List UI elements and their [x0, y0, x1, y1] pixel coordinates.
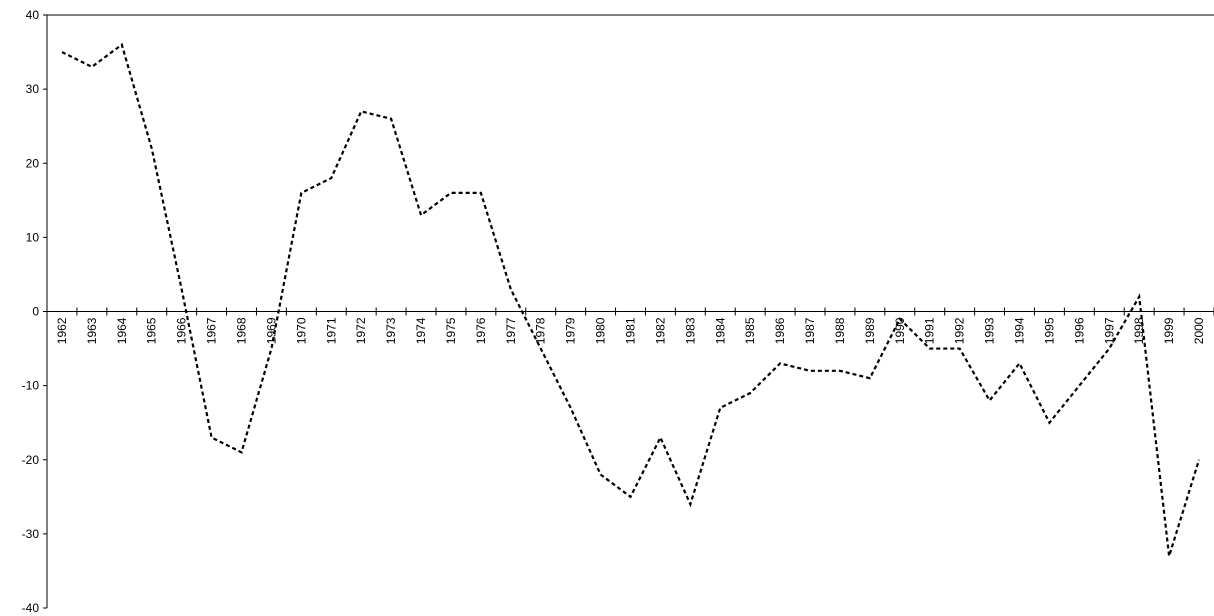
x-tick-label: 1983 [683, 317, 697, 344]
y-tick-label: -30 [22, 527, 40, 541]
x-tick-label: 1970 [294, 317, 308, 344]
x-tick-label: 1974 [414, 317, 428, 344]
x-tick-label: 1964 [115, 317, 129, 344]
data-line [61, 42, 1201, 557]
x-tick-label: 1979 [564, 317, 578, 344]
x-tick-label: 1972 [354, 317, 368, 344]
x-tick-label: 2000 [1192, 317, 1206, 344]
y-tick-label: -40 [22, 601, 40, 615]
x-tick-label: 1985 [743, 317, 757, 344]
x-tick-label: 1986 [773, 317, 787, 344]
x-tick-label: 1978 [534, 317, 548, 344]
x-tick-label: 1991 [923, 317, 937, 344]
x-tick-label: 1988 [833, 317, 847, 344]
x-tick-label: 1999 [1162, 317, 1176, 344]
y-tick-label: 40 [26, 8, 40, 22]
x-tick-label: 1965 [145, 317, 159, 344]
x-tick-label: 1973 [384, 317, 398, 344]
x-tick-label: 1996 [1072, 317, 1086, 344]
y-tick-label: 10 [26, 230, 40, 244]
y-tick-label: -10 [22, 379, 40, 393]
x-tick-label: 1982 [653, 317, 667, 344]
x-tick-label: 1971 [324, 317, 338, 344]
x-tick-label: 1994 [1013, 317, 1027, 344]
x-tick-label: 1977 [504, 317, 518, 344]
x-tick-label: 1966 [175, 317, 189, 344]
x-tick-label: 1969 [264, 317, 278, 344]
x-tick-label: 1968 [235, 317, 249, 344]
x-tick-label: 1963 [85, 317, 99, 344]
x-tick-label: 1992 [953, 317, 967, 344]
y-tick-label: 30 [26, 82, 40, 96]
x-tick-label: 1976 [474, 317, 488, 344]
x-tick-label: 1993 [983, 317, 997, 344]
y-tick-label: 20 [26, 156, 40, 170]
x-tick-label: 1995 [1042, 317, 1056, 344]
x-tick-label: 1989 [863, 317, 877, 344]
x-tick-label: 1997 [1102, 317, 1116, 344]
y-tick-label: -20 [22, 453, 40, 467]
x-tick-label: 1962 [55, 317, 69, 344]
x-tick-label: 1980 [594, 317, 608, 344]
x-tick-label: 1981 [624, 317, 638, 344]
x-tick-label: 1967 [205, 317, 219, 344]
x-tick-label: 1975 [444, 317, 458, 344]
x-tick-label: 1987 [803, 317, 817, 344]
y-tick-label: 0 [32, 305, 39, 319]
x-tick-label: 1984 [713, 317, 727, 344]
